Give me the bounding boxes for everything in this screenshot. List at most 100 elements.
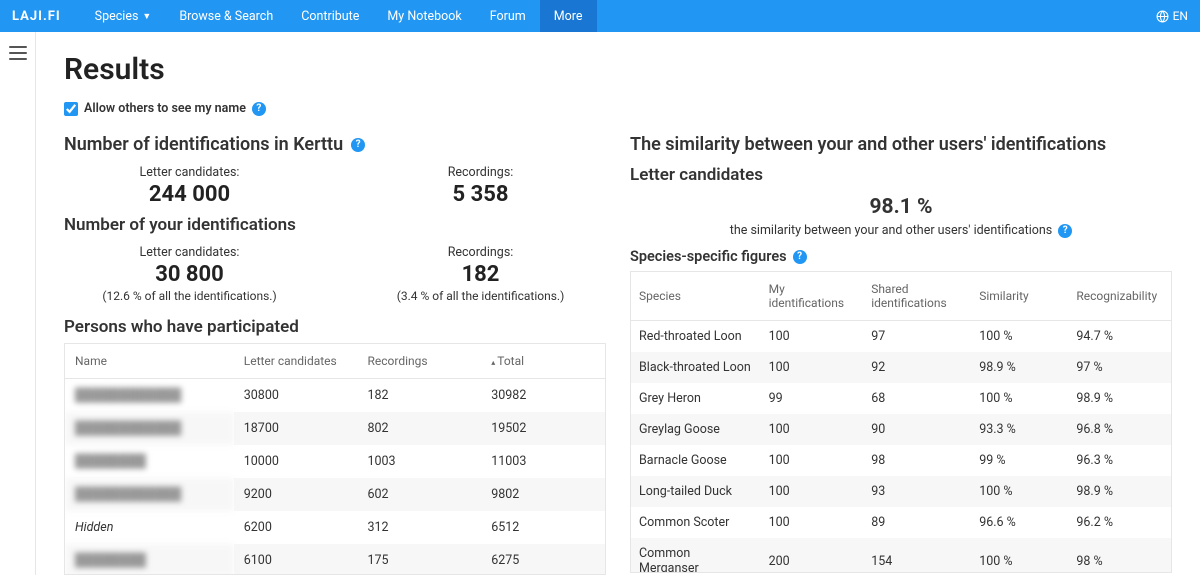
species-cell-species: Long-tailed Duck [631, 476, 761, 507]
species-cell-my: 100 [761, 507, 864, 538]
participant-name: ████████████ [65, 478, 234, 511]
species-cell-rec: 96.2 % [1068, 507, 1171, 538]
kerttu-heading: Number of identifications in Kerttu ? [64, 134, 606, 155]
col-header-recognizability[interactable]: Recognizability [1068, 272, 1171, 321]
your-letter-note: (12.6 % of all the identifications.) [64, 289, 315, 303]
species-heading-text: Species-specific figures [630, 248, 787, 265]
allow-others-label: Allow others to see my name [84, 101, 246, 116]
participant-rec: 1003 [357, 445, 481, 478]
table-row: Greylag Goose1009093.3 %96.8 % [631, 414, 1171, 445]
your-rec-value: 182 [355, 262, 606, 287]
participant-rec: 802 [357, 412, 481, 445]
kerttu-rec-value: 5 358 [355, 182, 606, 207]
species-cell-shared: 90 [863, 414, 971, 445]
species-cell-rec: 97 % [1068, 352, 1171, 383]
nav-item[interactable]: More [540, 0, 597, 32]
table-row: Grey Heron9968100 %98.9 % [631, 383, 1171, 414]
participant-name: ████████████ [65, 379, 234, 413]
species-cell-my: 100 [761, 476, 864, 507]
participant-letter: 10000 [234, 445, 358, 478]
participant-letter: 30800 [234, 379, 358, 413]
species-cell-shared: 93 [863, 476, 971, 507]
kerttu-rec-label: Recordings: [355, 165, 606, 180]
species-cell-species: Barnacle Goose [631, 445, 761, 476]
species-scroll[interactable]: Species My identifications Shared identi… [631, 272, 1171, 572]
species-cell-sim: 98.9 % [971, 352, 1068, 383]
col-header-shared[interactable]: Shared identifications [863, 272, 971, 321]
col-header-my[interactable]: My identifications [761, 272, 864, 321]
col-header-name[interactable]: Name [65, 344, 234, 379]
species-cell-shared: 154 [863, 538, 971, 572]
brand-logo[interactable]: LAJI.FI [12, 9, 61, 24]
species-cell-species: Black-throated Loon [631, 352, 761, 383]
participant-name: ████████ [65, 445, 234, 478]
species-table-wrap: Species My identifications Shared identi… [630, 271, 1172, 573]
species-cell-sim: 100 % [971, 538, 1068, 572]
kerttu-rec-block: Recordings: 5 358 [355, 165, 606, 207]
col-header-total[interactable]: ▴Total [481, 344, 605, 379]
table-row: Black-throated Loon1009298.9 %97 % [631, 352, 1171, 383]
participant-letter: 6200 [234, 511, 358, 544]
participant-total: 9802 [481, 478, 605, 511]
participant-rec: 602 [357, 478, 481, 511]
table-row: Common Merganser200154100 %98 % [631, 538, 1171, 572]
nav-item[interactable]: Forum [476, 0, 540, 32]
species-cell-shared: 98 [863, 445, 971, 476]
hamburger-icon[interactable] [9, 46, 27, 60]
species-cell-rec: 96.8 % [1068, 414, 1171, 445]
species-cell-species: Grey Heron [631, 383, 761, 414]
right-column: The similarity between your and other us… [630, 134, 1172, 575]
globe-icon [1156, 10, 1169, 23]
species-cell-my: 100 [761, 352, 864, 383]
kerttu-letter-label: Letter candidates: [64, 165, 315, 180]
your-rec-label: Recordings: [355, 245, 606, 260]
participant-rec: 175 [357, 544, 481, 574]
col-header-rec[interactable]: Recordings [357, 344, 481, 379]
species-cell-shared: 92 [863, 352, 971, 383]
allow-others-checkbox[interactable] [64, 102, 78, 116]
nav-item[interactable]: Species▼ [81, 0, 166, 32]
table-row: Hidden62003126512 [65, 511, 605, 544]
table-row: Barnacle Goose1009899 %96.3 % [631, 445, 1171, 476]
col-header-letter[interactable]: Letter candidates [234, 344, 358, 379]
species-cell-sim: 96.6 % [971, 507, 1068, 538]
col-header-similarity[interactable]: Similarity [971, 272, 1068, 321]
participants-scroll[interactable]: Name Letter candidates Recordings ▴Total… [65, 344, 605, 574]
help-icon[interactable]: ? [351, 138, 365, 152]
participant-total: 6512 [481, 511, 605, 544]
kerttu-heading-text: Number of identifications in Kerttu [64, 134, 343, 155]
table-row: Common Scoter1008996.6 %96.2 % [631, 507, 1171, 538]
species-cell-sim: 100 % [971, 321, 1068, 353]
participant-total: 19502 [481, 412, 605, 445]
col-header-species[interactable]: Species [631, 272, 761, 321]
top-navbar: LAJI.FI Species▼Browse & SearchContribut… [0, 0, 1200, 32]
help-icon[interactable]: ? [793, 250, 807, 264]
allow-others-row: Allow others to see my name ? [64, 101, 1172, 116]
participant-name: ████████ [65, 544, 234, 574]
help-icon[interactable]: ? [252, 102, 266, 116]
kerttu-letter-value: 244 000 [64, 182, 315, 207]
help-icon[interactable]: ? [1058, 224, 1072, 238]
species-heading: Species-specific figures ? [630, 248, 1172, 265]
species-cell-shared: 68 [863, 383, 971, 414]
participant-name: ████████████ [65, 412, 234, 445]
participant-letter: 9200 [234, 478, 358, 511]
similarity-caption: the similarity between your and other us… [630, 223, 1172, 238]
participant-total: 30982 [481, 379, 605, 413]
nav-item[interactable]: Browse & Search [165, 0, 287, 32]
species-cell-my: 100 [761, 321, 864, 353]
nav-item[interactable]: Contribute [287, 0, 373, 32]
nav-item[interactable]: My Notebook [373, 0, 475, 32]
species-cell-my: 200 [761, 538, 864, 572]
species-cell-sim: 100 % [971, 383, 1068, 414]
species-cell-shared: 97 [863, 321, 971, 353]
table-row: Red-throated Loon10097100 %94.7 % [631, 321, 1171, 353]
col-header-total-label: Total [497, 354, 524, 368]
similarity-sub-heading: Letter candidates [630, 165, 1172, 185]
chevron-down-icon: ▼ [142, 11, 151, 22]
species-cell-rec: 98.9 % [1068, 476, 1171, 507]
language-switch[interactable]: EN [1156, 9, 1188, 23]
main-content: Results Allow others to see my name ? Nu… [36, 32, 1200, 575]
table-row: ████████61001756275 [65, 544, 605, 574]
participant-rec: 182 [357, 379, 481, 413]
